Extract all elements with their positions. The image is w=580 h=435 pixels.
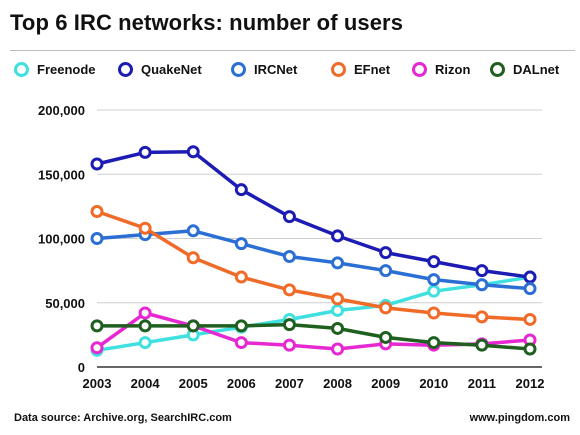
legend-item-ircnet: IRCNet [231, 62, 297, 77]
data-point-dalnet [282, 318, 296, 332]
data-point-quakenet [234, 183, 248, 197]
series-line-ircnet [95, 229, 532, 291]
data-point-ircnet [331, 256, 345, 270]
legend-marker-quakenet [118, 62, 133, 77]
x-tick-label: 2008 [323, 376, 352, 391]
chart-legend: Freenode QuakeNet IRCNet EFnet Rizon DAL… [14, 62, 574, 86]
legend-label-ircnet: IRCNet [254, 62, 298, 77]
data-point-dalnet [90, 319, 104, 333]
data-point-quakenet [331, 229, 345, 243]
data-point-dalnet [523, 342, 537, 356]
y-tick-label: 0 [78, 360, 85, 375]
legend-marker-efnet [331, 62, 346, 77]
legend-item-rizon: Rizon [412, 62, 470, 77]
data-point-rizon [331, 342, 345, 356]
legend-label-rizon: Rizon [435, 62, 471, 77]
x-tick-label: 2006 [227, 376, 256, 391]
legend-marker-rizon [412, 62, 427, 77]
data-point-efnet [427, 306, 441, 320]
data-point-ircnet [475, 278, 489, 292]
data-source-note: Data source: Archive.org, SearchIRC.com [14, 412, 232, 424]
legend-marker-freenode [14, 62, 29, 77]
series-line-dalnet [95, 322, 532, 351]
data-point-dalnet [186, 319, 200, 333]
data-point-rizon [138, 306, 152, 320]
legend-item-quakenet: QuakeNet [118, 62, 202, 77]
data-point-efnet [282, 283, 296, 297]
x-tick-label: 2003 [83, 376, 112, 391]
data-point-ircnet [234, 237, 248, 251]
legend-label-freenode: Freenode [37, 62, 96, 77]
data-point-ircnet [90, 232, 104, 245]
x-tick-label: 2010 [419, 376, 448, 391]
data-point-efnet [90, 205, 104, 219]
legend-marker-ircnet [231, 62, 246, 77]
series-line-freenode [95, 275, 532, 353]
data-point-efnet [331, 292, 345, 306]
data-point-quakenet [379, 246, 393, 260]
legend-label-efnet: EFnet [354, 62, 391, 77]
series-line-efnet [95, 209, 532, 322]
data-point-efnet [475, 310, 489, 324]
legend-item-dalnet: DALnet [490, 62, 559, 77]
data-point-efnet [379, 301, 393, 315]
title-divider [10, 50, 575, 51]
data-point-dalnet [234, 319, 248, 333]
y-tick-label: 150,000 [38, 167, 85, 182]
data-point-dalnet [379, 330, 393, 344]
data-point-efnet [234, 270, 248, 284]
data-point-quakenet [427, 255, 441, 269]
data-point-dalnet [331, 321, 345, 335]
data-point-ircnet [186, 224, 200, 238]
data-point-rizon [282, 338, 296, 352]
data-point-efnet [138, 221, 152, 235]
data-point-dalnet [475, 338, 489, 352]
y-tick-label: 50,000 [45, 296, 85, 311]
legend-label-quakenet: QuakeNet [141, 62, 202, 77]
data-point-ircnet [282, 249, 296, 263]
data-point-rizon [234, 336, 248, 350]
data-point-quakenet [138, 145, 152, 159]
y-tick-label: 200,000 [38, 103, 85, 118]
x-tick-label: 2011 [468, 376, 496, 391]
x-tick-label: 2009 [371, 376, 400, 391]
data-point-freenode [138, 336, 152, 350]
series-line-quakenet [95, 150, 532, 279]
chart-title: Top 6 IRC networks: number of users [10, 10, 404, 35]
x-tick-label: 2004 [131, 376, 161, 391]
data-point-ircnet [427, 273, 441, 287]
data-point-quakenet [186, 145, 200, 159]
y-tick-label: 100,000 [38, 232, 85, 247]
data-point-rizon [90, 341, 104, 355]
legend-marker-dalnet [490, 62, 505, 77]
data-point-ircnet [523, 282, 537, 296]
data-point-dalnet [138, 319, 152, 333]
data-point-ircnet [379, 264, 393, 278]
legend-item-freenode: Freenode [14, 62, 96, 77]
data-point-quakenet [523, 270, 537, 284]
x-tick-label: 2012 [516, 376, 545, 391]
legend-label-dalnet: DALnet [513, 62, 560, 77]
data-point-quakenet [90, 157, 104, 171]
data-point-dalnet [427, 336, 441, 350]
data-point-freenode [331, 303, 345, 317]
data-point-freenode [427, 284, 441, 298]
data-point-quakenet [475, 264, 489, 278]
data-point-efnet [186, 251, 200, 265]
x-tick-label: 2005 [179, 376, 208, 391]
data-point-quakenet [282, 210, 296, 224]
data-point-efnet [523, 312, 537, 326]
legend-item-efnet: EFnet [331, 62, 390, 77]
x-tick-label: 2007 [275, 376, 304, 391]
site-credit: www.pingdom.com [469, 412, 570, 424]
